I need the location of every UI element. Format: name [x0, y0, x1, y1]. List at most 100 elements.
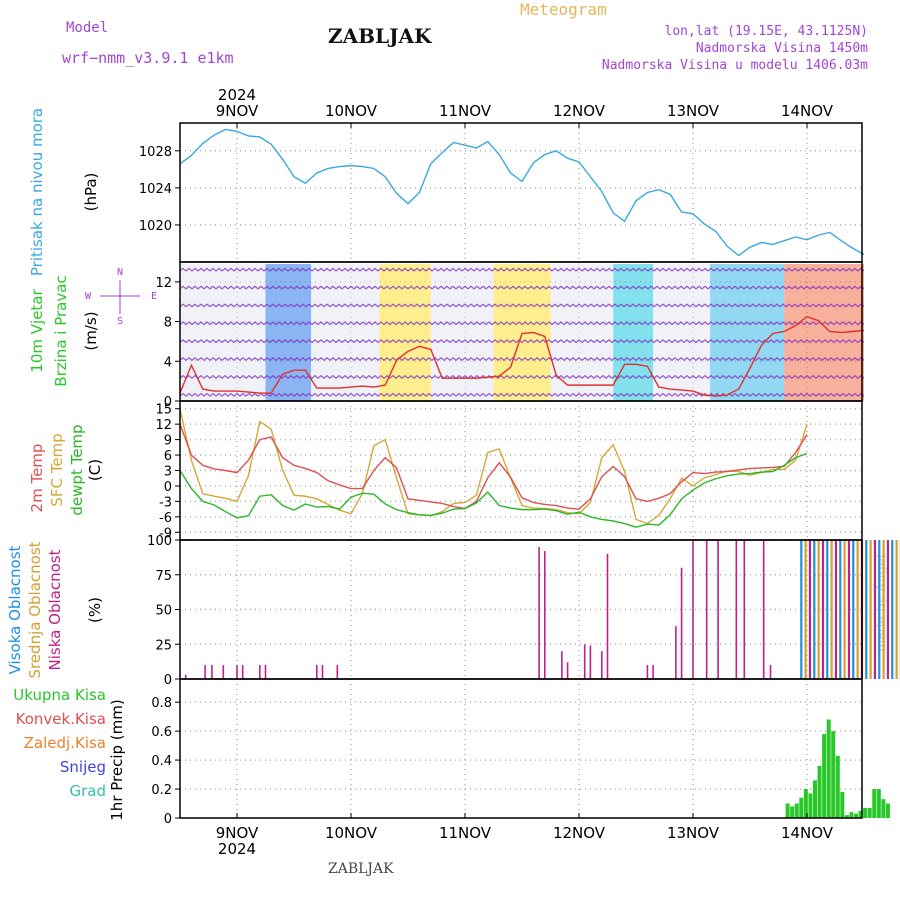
precip-bar	[881, 799, 886, 818]
precip-bar	[817, 765, 822, 818]
y-tick-label: 1020	[139, 219, 172, 234]
x-date-top: 14NOV	[781, 102, 834, 120]
sfc-temp-line	[179, 408, 808, 525]
precip-bar	[872, 789, 877, 818]
wind-direction-band	[653, 264, 711, 401]
cloud-mid-label: Srednja Oblacnost	[26, 541, 44, 678]
wind-unit: (m/s)	[82, 311, 100, 350]
precip-legend-item: Zaledj.Kisa	[24, 734, 106, 752]
y-tick-label: 15	[155, 403, 172, 418]
dewpoint-line	[179, 452, 808, 528]
precip-label: 1hr Precip (mm)	[108, 699, 126, 820]
y-tick-label: 100	[147, 534, 172, 549]
wind-direction-band	[613, 264, 654, 401]
precip-legend-item: Snijeg	[60, 758, 106, 776]
cloud-unit: (%)	[86, 597, 104, 623]
y-tick-label: 0.8	[151, 696, 172, 711]
y-tick-label: -6	[159, 511, 172, 526]
compass-north: N	[117, 267, 123, 278]
panel-frame	[179, 678, 863, 819]
model-label: Model	[66, 20, 109, 36]
y-tick-label: 12	[155, 276, 172, 291]
precip-bar	[863, 807, 868, 818]
pressure-label: Pritisak na nivou mora	[28, 108, 46, 276]
footer-station: ZABLJAK	[328, 861, 394, 877]
x-date-top: 11NOV	[439, 102, 492, 120]
dewpoint-label: dewpt Temp	[68, 424, 86, 515]
y-tick-label: 0	[164, 480, 172, 495]
compass-east: E	[151, 291, 157, 302]
x-date-bottom: 14NOV	[781, 824, 834, 842]
precip-bar	[812, 780, 817, 818]
x-date-bottom: 13NOV	[667, 824, 720, 842]
x-date-bottom: 12NOV	[553, 824, 606, 842]
model-elevation: Nadmorska Visina u modelu 1406.03m	[601, 58, 868, 73]
precip-bar	[785, 803, 790, 818]
wind-direction-band	[180, 264, 266, 401]
y-tick-label: -3	[159, 495, 172, 510]
wind-direction-band	[550, 264, 614, 401]
cloud-low-label: Niska Oblacnost	[46, 549, 64, 670]
x-date-bottom: 11NOV	[439, 824, 492, 842]
compass-west: W	[85, 291, 92, 302]
page-title: ZABLJAK	[328, 24, 432, 48]
wind-label: 10m Vjetar	[28, 288, 46, 372]
precip-bar	[844, 815, 849, 818]
panel-frame	[179, 122, 863, 263]
precip-bar	[808, 793, 813, 818]
location-lonlat: lon,lat (19.15E, 43.1125N)	[664, 24, 869, 39]
y-tick-label: 0	[164, 673, 172, 688]
compass-south: S	[117, 316, 123, 327]
x-date-top: 9NOV	[216, 102, 259, 120]
precip-bar	[885, 803, 890, 818]
wind-barb-row	[179, 285, 865, 290]
wind-direction-band	[265, 264, 312, 401]
y-tick-label: 6	[164, 449, 172, 464]
y-tick-label: 12	[155, 418, 172, 433]
x-date-top: 12NOV	[553, 102, 606, 120]
y-tick-label: 50	[155, 604, 172, 619]
model-name: wrf−nmm_v3.9.1 e1km	[62, 49, 234, 67]
temp-label: 2m Temp	[28, 444, 46, 513]
y-tick-label: 0	[164, 395, 172, 410]
precip-bar	[867, 807, 872, 818]
year-top: 2024	[218, 86, 256, 104]
precip-legend-item: Grad	[69, 782, 106, 800]
sfc-temp-label: SFC Temp	[48, 433, 66, 506]
y-tick-label: 1024	[139, 182, 172, 197]
precip-bar	[840, 791, 845, 818]
precip-bar	[849, 812, 854, 818]
wind-direction-band	[311, 264, 380, 401]
y-tick-label: 8	[164, 316, 172, 331]
pressure-line	[179, 128, 865, 257]
wind-direction-band	[784, 264, 864, 401]
precip-bar	[803, 789, 808, 818]
y-tick-label: 0	[164, 812, 172, 827]
y-tick-label: 0.4	[151, 754, 172, 769]
wind-barb-row	[179, 303, 865, 308]
wind-speed-line	[179, 315, 865, 397]
cloud-high-label: Visoka Oblacnost	[6, 545, 24, 674]
y-tick-label: 0.6	[151, 725, 172, 740]
temp-2m-line	[179, 423, 808, 510]
wind-direction-band	[493, 264, 551, 401]
precip-legend-item: Ukupna Kisa	[13, 686, 106, 704]
precip-bar	[876, 789, 881, 818]
wind-barb-row	[179, 374, 865, 379]
wind-barb-row	[179, 339, 865, 344]
wind-direction-band	[430, 264, 494, 401]
station-elevation: Nadmorska Visina 1450m	[695, 41, 868, 56]
y-tick-label: 1028	[139, 145, 172, 160]
x-date-bottom: 9NOV	[216, 824, 259, 842]
precip-bar	[799, 797, 804, 818]
y-tick-label: 25	[155, 638, 172, 653]
y-tick-label: -9	[159, 526, 172, 541]
x-date-top: 10NOV	[325, 102, 378, 120]
wind-barb-row	[179, 357, 865, 362]
wind-direction-band	[710, 264, 785, 401]
precip-bar	[794, 803, 799, 818]
precip-bar	[826, 719, 831, 818]
precip-bar	[854, 813, 859, 818]
y-tick-label: 75	[155, 569, 172, 584]
